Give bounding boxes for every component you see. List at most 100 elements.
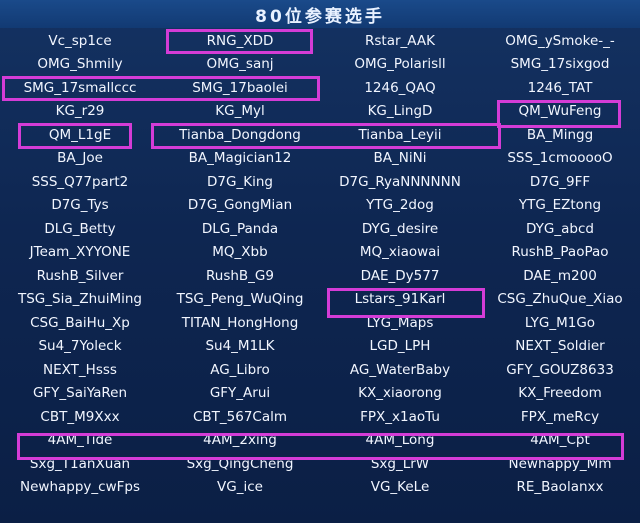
player-name: BA_NiNi <box>373 150 427 167</box>
player-name: RushB_PaoPao <box>511 244 609 261</box>
player-name: QM_WuFeng <box>518 103 602 120</box>
player-name: OMG_Polarisll <box>354 56 446 73</box>
player-name: VG_KeLe <box>370 479 430 496</box>
player-name: LYG_Maps <box>366 314 434 331</box>
player-name: D7G_9FF <box>529 173 591 190</box>
player-name: D7G_Tys <box>51 197 109 214</box>
player-name: OMG_sanj <box>206 56 274 73</box>
player-row: DLG_Betty DLG_Panda DYG_desire DYG_abcd <box>0 217 640 241</box>
player-name: MQ_Xbb <box>212 244 268 261</box>
player-row: GFY_SaiYaRen GFY_Arui KX_xiaorong KX_Freedo… <box>0 382 640 406</box>
player-name: SSS_1cmooooO <box>507 150 613 167</box>
player-name: Sxg_T1anXuan <box>29 455 131 472</box>
player-name: GFY_Arui <box>209 385 271 402</box>
player-name: D7G_King <box>207 173 273 190</box>
player-row: JTeam_XYYONE MQ_Xbb MQ_xiaowai RushB_PaoPao <box>0 241 640 265</box>
player-name: DLG_Panda <box>201 220 279 237</box>
player-row: QM_L1gE Tianba_Dongdong Tianba_Leyii BA_Min… <box>0 123 640 147</box>
player-name: FPX_meRcy <box>520 408 600 425</box>
player-name: YTG_2dog <box>366 197 434 214</box>
player-name: Su4_7Yoleck <box>38 338 122 355</box>
player-name: Newhappy_cwFps <box>20 479 140 496</box>
player-name: 4AM_Long <box>365 432 435 449</box>
player-name: QM_L1gE <box>48 126 112 143</box>
player-name: Sxg_QingCheng <box>186 455 294 472</box>
player-name: LGD_LPH <box>369 338 431 355</box>
player-name: YTG_EZtong <box>518 197 602 214</box>
player-name: AG_WaterBaby <box>349 361 451 378</box>
player-name: LYG_M1Go <box>524 314 596 331</box>
player-row: D7G_Tys D7G_GongMian YTG_2dog YTG_EZtong <box>0 194 640 218</box>
player-row: KG_r29 KG_Myl KG_LingD QM_WuFeng <box>0 100 640 124</box>
player-name: Vc_sp1ce <box>48 32 112 49</box>
player-name: BA_Mingg <box>526 126 594 143</box>
player-row: SSS_Q77part2 D7G_King D7G_RyaNNNNNN D7G_9FF <box>0 170 640 194</box>
board-title: 80位参赛选手 <box>255 6 385 27</box>
player-name: DLG_Betty <box>44 220 116 237</box>
player-name: NEXT_Hsss <box>43 361 117 378</box>
player-name: RushB_G9 <box>206 267 274 284</box>
player-name: SMG_17sixgod <box>510 56 610 73</box>
player-name: Rstar_AAK <box>365 32 435 49</box>
player-name: CSG_BaiHu_Xp <box>30 314 130 331</box>
player-row: CSG_BaiHu_Xp TITAN_HongHong LYG_Maps LYG_M1… <box>0 311 640 335</box>
player-name: 4AM_2xing <box>203 432 277 449</box>
player-grid: Vc_sp1ce RNG_XDD Rstar_AAK OMG_ySmoke-_- OMG… <box>0 29 640 499</box>
player-name: TSG_Sia_ZhuiMing <box>17 291 142 308</box>
player-name: TITAN_HongHong <box>181 314 299 331</box>
player-row: OMG_Shmily OMG_sanj OMG_Polarisll SMG_17six… <box>0 53 640 77</box>
player-name: CSG_ZhuQue_Xiao <box>497 291 623 308</box>
player-name: KG_Myl <box>215 103 265 120</box>
player-name: MQ_xiaowai <box>359 244 441 261</box>
player-name: Su4_M1LK <box>205 338 275 355</box>
player-name: Lstars_91Karl <box>354 291 446 308</box>
player-name: OMG_ySmoke-_- <box>505 32 615 49</box>
player-name: CBT_M9Xxx <box>40 408 120 425</box>
player-name: TSG_Peng_WuQing <box>176 291 304 308</box>
player-row: CBT_M9Xxx CBT_567Calm FPX_x1aoTu FPX_meRcy <box>0 405 640 429</box>
player-row: Sxg_T1anXuan Sxg_QingCheng Sxg_LrW Newhappy… <box>0 452 640 476</box>
player-name: Newhappy_Mm <box>508 455 612 472</box>
player-row: Newhappy_cwFps VG_ice VG_KeLe RE_Baolanxx <box>0 476 640 500</box>
player-name: RushB_Silver <box>36 267 124 284</box>
player-name: DAE_Dy577 <box>360 267 440 284</box>
player-name: KX_Freedom <box>518 385 602 402</box>
player-row: Su4_7Yoleck Su4_M1LK LGD_LPH NEXT_Soldier <box>0 335 640 359</box>
player-name: CBT_567Calm <box>192 408 288 425</box>
player-name: DYG_abcd <box>526 220 594 237</box>
player-name: KG_r29 <box>55 103 105 120</box>
player-name: SMG_17smallccc <box>23 79 137 96</box>
player-name: Tianba_Dongdong <box>179 126 301 143</box>
player-row: NEXT_Hsss AG_Libro AG_WaterBaby GFY_GOUZ863… <box>0 358 640 382</box>
player-name: OMG_Shmily <box>37 56 123 73</box>
player-name: VG_ice <box>217 479 263 496</box>
player-name: GFY_GOUZ8633 <box>506 361 614 378</box>
player-name: AG_Libro <box>210 361 270 378</box>
player-name: D7G_GongMian <box>187 197 293 214</box>
player-name: DYG_desire <box>361 220 439 237</box>
player-name: 4AM_Cpt <box>530 432 590 449</box>
player-name: GFY_SaiYaRen <box>32 385 128 402</box>
player-name: SSS_Q77part2 <box>31 173 129 190</box>
player-row: Vc_sp1ce RNG_XDD Rstar_AAK OMG_ySmoke-_- <box>0 29 640 53</box>
player-name: 4AM_Tide <box>47 432 113 449</box>
player-name: DAE_m200 <box>523 267 597 284</box>
player-name: RNG_XDD <box>206 32 274 49</box>
player-row: BA_Joe BA_Magician12 BA_NiNi SSS_1cmooooO <box>0 147 640 171</box>
player-name: BA_Joe <box>57 150 103 167</box>
player-name: 1246_TAT <box>527 79 593 96</box>
player-name: D7G_RyaNNNNNN <box>339 173 461 190</box>
player-name: NEXT_Soldier <box>515 338 605 355</box>
player-name: RE_Baolanxx <box>516 479 604 496</box>
player-name: Tianba_Leyii <box>358 126 442 143</box>
player-name: JTeam_XYYONE <box>29 244 131 261</box>
player-name: 1246_QAQ <box>364 79 436 96</box>
player-row: TSG_Sia_ZhuiMing TSG_Peng_WuQing Lstars_91… <box>0 288 640 312</box>
player-row: 4AM_Tide 4AM_2xing 4AM_Long 4AM_Cpt <box>0 429 640 453</box>
player-row: SMG_17smallccc SMG_17baolei 1246_QAQ 1246_T… <box>0 76 640 100</box>
player-name: BA_Magician12 <box>188 150 292 167</box>
player-name: FPX_x1aoTu <box>360 408 440 425</box>
player-name: KX_xiaorong <box>358 385 442 402</box>
player-row: RushB_Silver RushB_G9 DAE_Dy577 DAE_m200 <box>0 264 640 288</box>
